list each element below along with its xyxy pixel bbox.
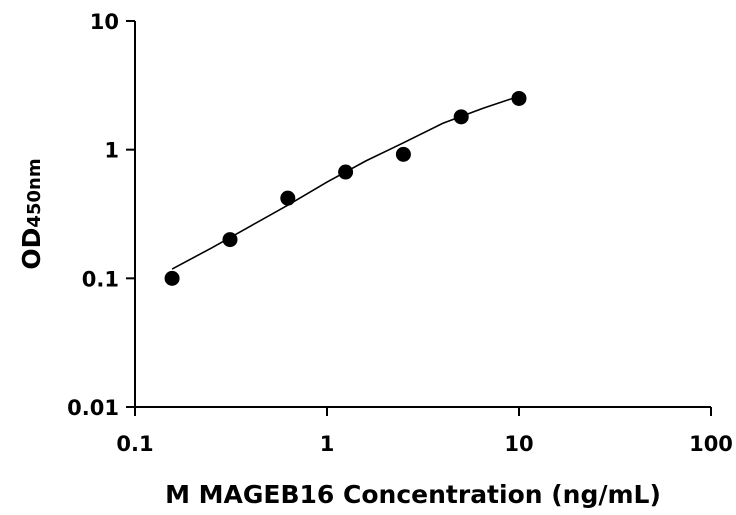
- data-point: [395, 146, 411, 162]
- x-tick-label: 10: [504, 432, 533, 456]
- y-tick-label: 10: [90, 10, 119, 34]
- y-tick-label: 0.01: [67, 396, 119, 420]
- x-tick-label: 0.1: [116, 432, 153, 456]
- axes: [134, 21, 711, 408]
- data-point: [280, 190, 296, 206]
- data-point: [511, 90, 527, 106]
- data-point: [164, 270, 180, 286]
- x-tick-label: 1: [320, 432, 335, 456]
- ticks: 0.1 1 10 100 0.01 0.1 1 10: [67, 10, 733, 456]
- x-axis-label: M MAGEB16 Concentration (ng/mL): [165, 480, 661, 509]
- y-axis-label-main: OD: [17, 228, 46, 270]
- data-point: [222, 232, 238, 248]
- x-tick-label: 100: [689, 432, 733, 456]
- y-axis-label: OD450nm: [17, 158, 46, 269]
- y-tick-label: 0.1: [82, 267, 119, 291]
- y-tick-label: 1: [104, 139, 119, 163]
- data-points: [164, 90, 527, 286]
- y-axis-label-subscript: 450nm: [24, 158, 45, 227]
- data-point: [338, 164, 354, 180]
- data-point: [453, 109, 469, 125]
